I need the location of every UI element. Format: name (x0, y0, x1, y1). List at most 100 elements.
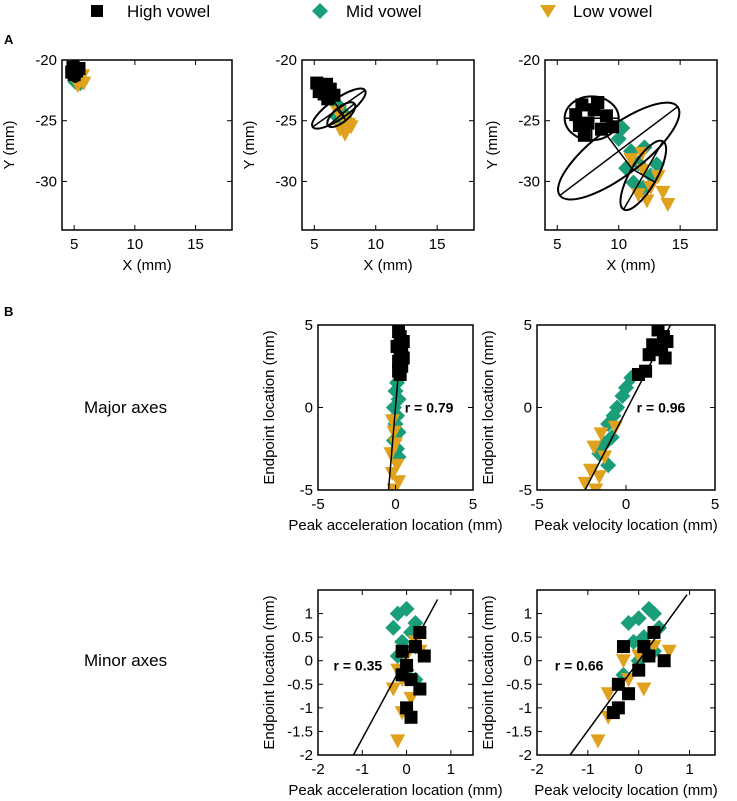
ytick-label-a1-0: -20 (35, 52, 57, 69)
point-b4-high-9 (657, 654, 671, 668)
point-b2-high-5 (642, 348, 656, 362)
point-b2-low-1 (593, 427, 609, 442)
point-b4-low-7 (590, 734, 606, 749)
ytick-label-a3-2: -30 (518, 173, 540, 190)
point-b2-low-6 (577, 476, 593, 490)
ylabel-b4: Endpoint location (mm) (480, 595, 497, 749)
ytick-label-b2-1: 0 (524, 400, 532, 417)
xtick-label-b4-0: -2 (530, 761, 543, 778)
xtick-label-a3-2: 15 (672, 236, 689, 253)
point-b1-high-10 (393, 368, 407, 381)
point-b2-low-3 (597, 450, 613, 465)
ellipse-minor-axis-a3-0 (603, 131, 634, 171)
xlabel-b1: Peak acceleration location (mm) (288, 517, 502, 534)
panel-label-b: B (4, 304, 13, 319)
r-label-b3: r = 0.35 (334, 657, 383, 673)
xlabel-b3: Peak acceleration location (mm) (288, 782, 502, 799)
point-a3-high-7 (591, 96, 605, 109)
data-layer-b3 (352, 599, 439, 755)
ytick-label-b3-6: -2 (300, 747, 313, 764)
point-a3-high-1 (575, 98, 589, 112)
ytick-label-b4-5: -1.5 (506, 723, 532, 740)
xtick-label-b2-2: 5 (711, 496, 719, 513)
ytick-label-b1-2: -5 (300, 482, 313, 499)
ytick-label-a3-0: -20 (518, 52, 540, 69)
point-b4-high-2 (616, 640, 630, 654)
panel-label-a: A (4, 32, 14, 47)
point-a3-low-6 (655, 185, 671, 200)
ytick-label-b3-5: -1.5 (287, 723, 313, 740)
legend-item-high: High vowel (91, 2, 210, 21)
ylabel-b1: Endpoint location (mm) (261, 330, 278, 484)
point-a2-low-4 (343, 120, 359, 135)
chart-a2: 5 10 15 -20 -25 -30 X (mm) Y (mm) (241, 52, 475, 274)
ytick-label-b3-1: 0.5 (292, 629, 313, 646)
legend-item-low: Low vowel (540, 2, 652, 21)
legend-marker-mid (312, 3, 328, 19)
ylabel-b2: Endpoint location (mm) (480, 330, 497, 484)
point-b3-low-0 (385, 682, 401, 697)
fit-line-b4 (569, 594, 688, 755)
xlabel-b4: Peak velocity location (mm) (534, 782, 717, 799)
xtick-label-b4-1: -1 (581, 761, 594, 778)
ytick-label-a3-1: -25 (518, 113, 540, 130)
xtick-label-a2-2: 15 (429, 236, 446, 253)
row-label-major: Major axes (84, 398, 167, 417)
ylabel-a2: Y (mm) (241, 121, 258, 170)
ytick-label-b4-6: -2 (519, 747, 532, 764)
ytick-label-b4-3: -0.5 (506, 676, 532, 693)
legend-label-high: High vowel (127, 2, 210, 21)
point-b4-high-6 (622, 687, 636, 701)
legend-marker-high (91, 5, 103, 17)
xlabel-a2: X (mm) (363, 257, 412, 274)
ytick-label-b3-2: 0 (305, 653, 313, 670)
chart-b1: r = 0.79 -5 0 5 5 0 -5 Peak acceleration locati… (261, 317, 503, 534)
data-layer-a2 (310, 76, 367, 142)
legend-item-mid: Mid vowel (312, 2, 422, 21)
axes-frame-b2 (536, 324, 716, 491)
point-b1-low-4 (389, 458, 405, 473)
point-b2-low-5 (591, 470, 607, 485)
point-a3-low-8 (660, 198, 676, 212)
ytick-label-b1-1: 0 (305, 400, 313, 417)
point-b1-low-7 (386, 483, 402, 490)
xtick-label-b3-3: 1 (447, 761, 455, 778)
point-b2-low-2 (586, 440, 602, 455)
point-b4-high-0 (647, 625, 661, 639)
ylabel-a1: Y (mm) (1, 121, 18, 170)
xlabel-a3: X (mm) (606, 257, 655, 274)
xtick-label-b3-1: -1 (356, 761, 369, 778)
ytick-label-b4-2: 0 (524, 653, 532, 670)
xtick-label-b2-1: 0 (622, 496, 630, 513)
point-b3-high-6 (413, 682, 427, 696)
axes-frame-a1 (61, 59, 233, 231)
ytick-label-b4-0: 1 (524, 606, 532, 623)
ytick-label-a1-2: -30 (35, 173, 57, 190)
ytick-label-b3-4: -1 (300, 700, 313, 717)
point-a3-high-6 (599, 109, 613, 123)
fit-line-b1 (387, 325, 404, 490)
ytick-label-b4-1: 0.5 (511, 629, 532, 646)
chart-a1: 5 10 15 -20 -25 -30 X (mm) Y (mm) (1, 52, 233, 274)
data-layer-b1 (383, 325, 410, 490)
axes-frame-b3 (317, 589, 474, 756)
point-b4-high-8 (606, 706, 620, 720)
ytick-label-b4-4: -1 (519, 700, 532, 717)
ytick-label-b1-0: 5 (305, 317, 313, 334)
xtick-label-b3-0: -2 (311, 761, 324, 778)
row-label-minor: Minor axes (84, 651, 167, 670)
axes-frame-b4 (536, 589, 716, 756)
ytick-label-a1-1: -25 (35, 113, 57, 130)
xtick-label-a1-1: 10 (127, 236, 144, 253)
xtick-label-a3-1: 10 (610, 236, 627, 253)
ylabel-a3: Y (mm) (484, 121, 501, 170)
xtick-label-b1-0: -5 (311, 496, 324, 513)
legend-label-low: Low vowel (573, 2, 652, 21)
xlabel-a1: X (mm) (122, 257, 171, 274)
point-a2-low-0 (330, 105, 346, 120)
legend-marker-low (540, 5, 556, 18)
point-b4-mid-3 (620, 615, 637, 631)
point-b2-low-4 (582, 463, 598, 478)
ytick-label-b2-2: -5 (519, 482, 532, 499)
